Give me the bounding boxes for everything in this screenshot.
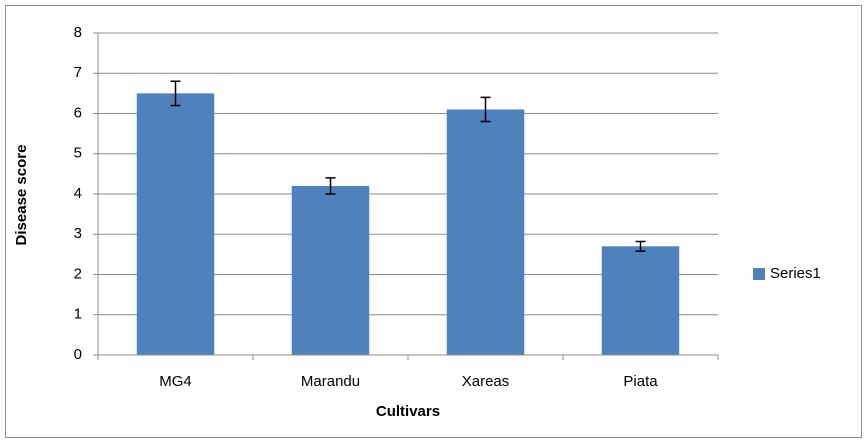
y-axis-title: Disease score (13, 145, 30, 246)
x-tick-label: MG4 (159, 373, 192, 390)
y-tick-label: 5 (74, 145, 82, 162)
chart-border (5, 5, 862, 438)
x-tick-label: Xareas (462, 373, 510, 390)
x-tick-label: Marandu (301, 373, 360, 390)
bar (601, 246, 680, 355)
y-tick-label: 0 (74, 346, 82, 363)
error-bar (635, 240, 646, 252)
bar (446, 109, 525, 355)
error-bar (325, 177, 336, 195)
bar (291, 185, 370, 355)
legend-label: Series1 (770, 265, 821, 282)
y-tick-label: 2 (74, 265, 82, 282)
y-tick-label: 4 (74, 185, 82, 202)
x-tick-label: Piata (623, 373, 658, 390)
y-tick-label: 3 (74, 225, 82, 242)
bar (136, 93, 215, 355)
x-axis-title: Cultivars (376, 403, 440, 420)
y-tick-label: 7 (74, 64, 82, 81)
error-bar (480, 96, 491, 123)
error-bar (170, 80, 181, 107)
y-tick-label: 6 (74, 104, 82, 121)
y-tick-label: 1 (74, 306, 82, 323)
legend-swatch (753, 268, 765, 280)
y-tick-label: 8 (74, 24, 82, 41)
